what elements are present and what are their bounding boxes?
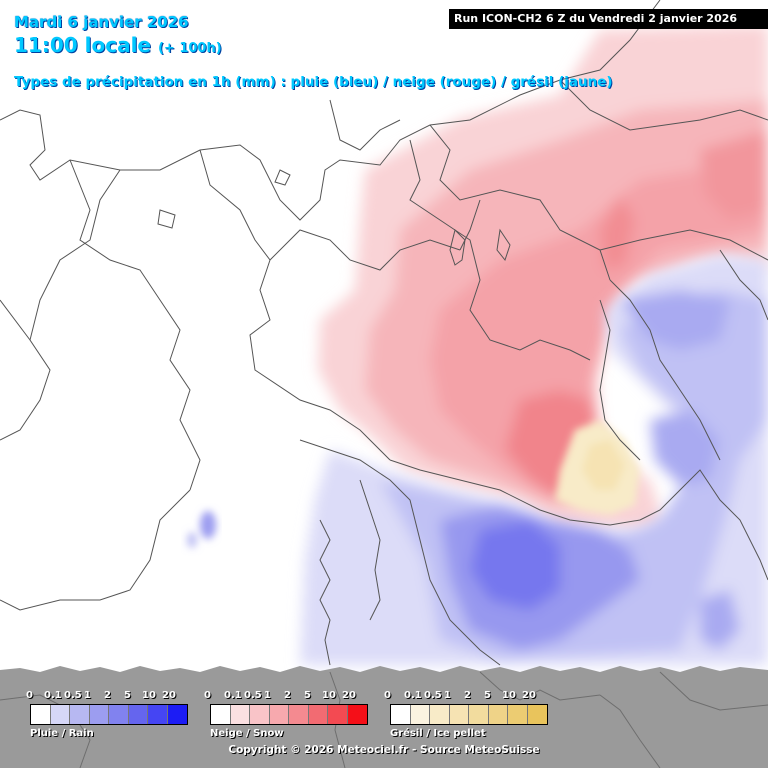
legend-ice-pellet-ticks: 0 0.1 0.5 1 2 5 10 20	[384, 690, 548, 704]
legend-ice-pellet-scale	[390, 704, 548, 725]
legend-tick: 10	[502, 690, 516, 701]
legend-tick: 20	[162, 690, 176, 701]
legend-tick: 10	[322, 690, 336, 701]
legend-tick: 10	[142, 690, 156, 701]
legend-tick: 5	[484, 690, 491, 701]
forecast-date: Mardi 6 janvier 2026	[14, 13, 189, 31]
legend-swatch	[31, 705, 51, 724]
legend-snow-title: Neige / Snow	[210, 728, 284, 739]
legend-ice-pellet: 0 0.1 0.5 1 2 5 10 20 Grésil / Ice pelle…	[384, 690, 548, 739]
legend-rain: 0 0.1 0.5 1 2 5 10 20 Pluie / Rain	[26, 690, 188, 739]
local-time: 11:00 locale	[14, 33, 151, 57]
legend-ice-pellet-title: Grésil / Ice pellet	[390, 728, 486, 739]
lake-outlines	[157, 169, 511, 266]
legend-snow-ticks: 0 0.1 0.5 1 2 5 10 20	[204, 690, 368, 704]
legend-tick: 0	[26, 690, 33, 701]
legend-swatch	[430, 705, 450, 724]
legend-swatch	[211, 705, 231, 724]
legend-swatch	[449, 705, 469, 724]
legend-tick: 2	[284, 690, 291, 701]
coastlines	[299, 249, 768, 666]
legend-tick: 1	[444, 690, 451, 701]
legend-tick: 20	[522, 690, 536, 701]
legend-tick: 2	[104, 690, 111, 701]
legend-tick: 5	[304, 690, 311, 701]
legend-rain-scale	[30, 704, 188, 725]
legend-tick: 2	[464, 690, 471, 701]
legend-tick: 0	[204, 690, 211, 701]
legend-swatch	[508, 705, 528, 724]
legend-tick: 0.5	[64, 690, 82, 701]
legend-swatch	[347, 705, 367, 724]
legend-tick: 0.5	[244, 690, 262, 701]
legend-snow: 0 0.1 0.5 1 2 5 10 20 Neige / Snow	[204, 690, 368, 739]
rain-field	[300, 255, 768, 665]
legend-swatch	[109, 705, 129, 724]
copyright-notice: Copyright © 2026 Meteociel.fr - Source M…	[228, 744, 540, 756]
legend-tick: 1	[264, 690, 271, 701]
lead-time: (+ 100h)	[157, 41, 222, 56]
legend-swatch	[250, 705, 270, 724]
legend-swatch	[328, 705, 348, 724]
legend-rain-ticks: 0 0.1 0.5 1 2 5 10 20	[26, 690, 188, 704]
legend-rain-title: Pluie / Rain	[30, 728, 94, 739]
rain-small-cell	[187, 511, 216, 548]
legend-tick: 0.5	[424, 690, 442, 701]
legend-swatch	[128, 705, 148, 724]
legend-swatch	[527, 705, 547, 724]
legend-swatch	[488, 705, 508, 724]
legend-swatch	[230, 705, 250, 724]
legend-swatch	[167, 705, 187, 724]
forecast-time: 11:00 locale (+ 100h)	[14, 33, 222, 57]
legend-swatch	[410, 705, 430, 724]
ice-pellet-field	[555, 420, 640, 515]
out-of-domain-area	[0, 666, 768, 768]
precipitation-types-title: Types de précipitation en 1h (mm) : plui…	[14, 74, 613, 90]
legend-swatch	[289, 705, 309, 724]
legend-swatch	[391, 705, 411, 724]
country-borders	[0, 0, 768, 611]
legend-swatch	[148, 705, 168, 724]
legend-swatch	[469, 705, 489, 724]
legend-swatch	[50, 705, 70, 724]
legend-tick: 0.1	[224, 690, 242, 701]
legend-swatch	[269, 705, 289, 724]
model-run-label: Run ICON-CH2 6 Z du Vendredi 2 janvier 2…	[449, 9, 768, 29]
legend-tick: 20	[342, 690, 356, 701]
legend-snow-scale	[210, 704, 368, 725]
legend-tick: 0.1	[44, 690, 62, 701]
legend-tick: 1	[84, 690, 91, 701]
legend-swatch	[70, 705, 90, 724]
legend-swatch	[89, 705, 109, 724]
legend-tick: 0	[384, 690, 391, 701]
legend-tick: 0.1	[404, 690, 422, 701]
legend-tick: 5	[124, 690, 131, 701]
legend-swatch	[308, 705, 328, 724]
